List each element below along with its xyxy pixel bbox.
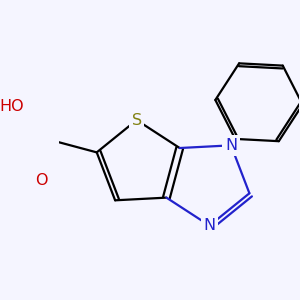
Text: N: N bbox=[203, 218, 216, 233]
Text: S: S bbox=[132, 112, 142, 128]
Text: N: N bbox=[225, 138, 237, 153]
Text: HO: HO bbox=[0, 99, 24, 114]
Text: O: O bbox=[35, 172, 48, 188]
